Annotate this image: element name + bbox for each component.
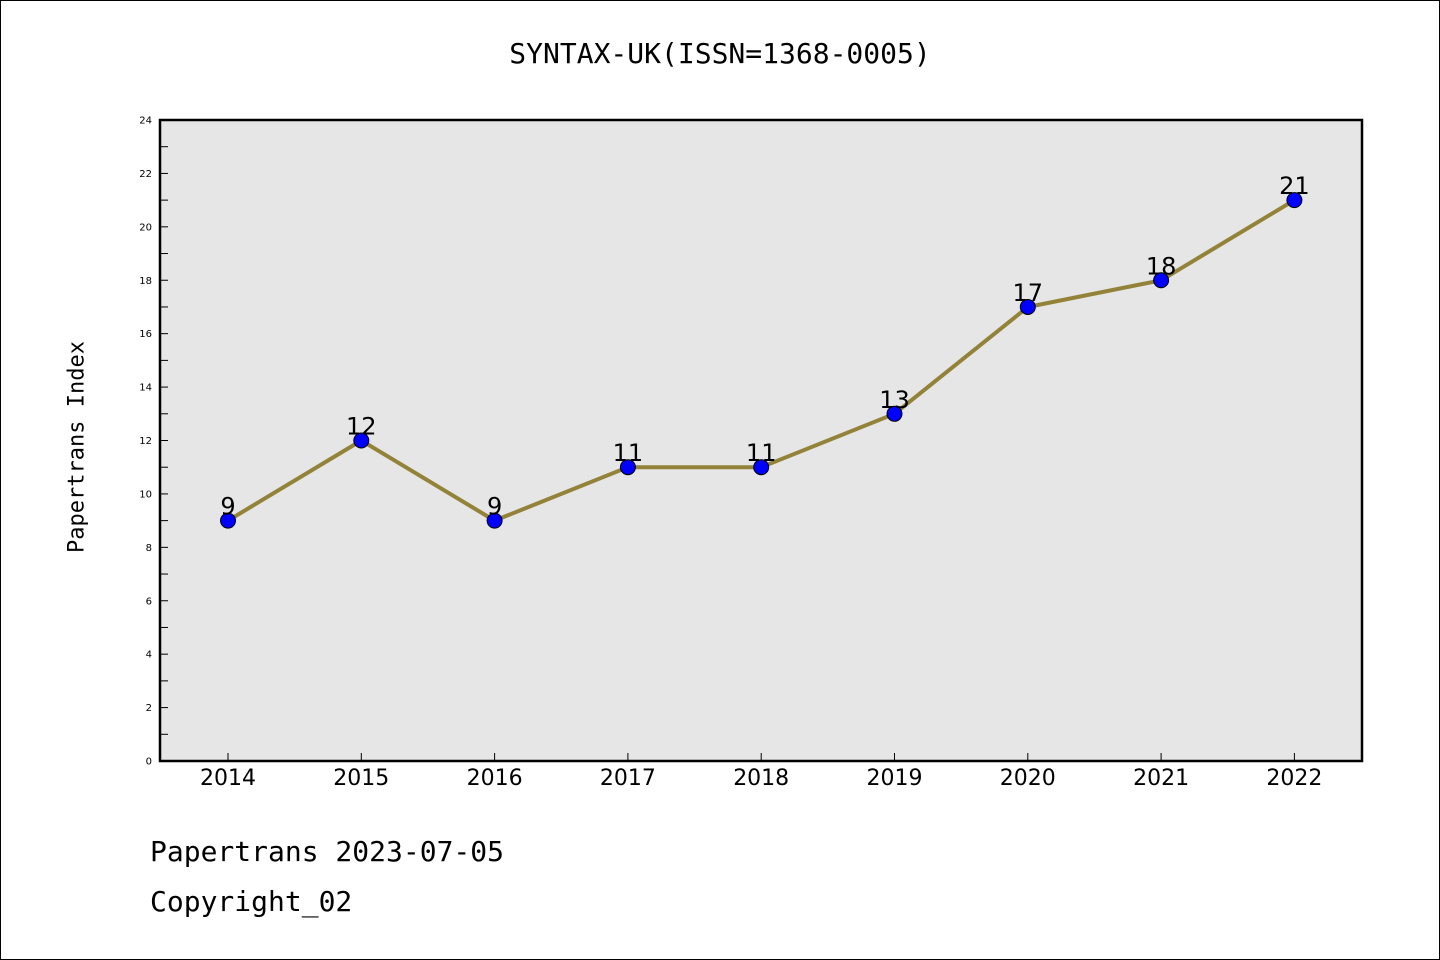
y-tick-label: 12 <box>139 436 152 447</box>
footer-date-text: Papertrans 2023-07-05 <box>150 835 505 868</box>
x-tick-label: 2022 <box>1266 766 1322 791</box>
data-label: 13 <box>879 386 910 414</box>
y-tick-label: 18 <box>139 276 152 287</box>
y-tick-label: 2 <box>146 703 152 714</box>
data-label: 11 <box>746 439 777 467</box>
y-tick-label: 24 <box>139 116 152 127</box>
data-point-marker <box>1019 298 1036 315</box>
data-point-marker <box>619 459 636 476</box>
x-tick-label: 2014 <box>200 766 256 791</box>
data-point-marker <box>486 512 503 529</box>
data-point-marker <box>1153 272 1170 289</box>
data-point-marker <box>753 459 770 476</box>
data-point-marker <box>886 405 903 422</box>
chart-title: SYNTAX-UK(ISSN=1368-0005) <box>509 37 931 70</box>
y-tick-label: 0 <box>146 757 152 768</box>
x-axis-ticks: 2014 2015 2016 2017 2018 2019 2020 2021 2022 <box>200 753 1322 791</box>
x-tick-label: 2018 <box>733 766 789 791</box>
series-markers <box>220 192 1303 529</box>
data-point-marker <box>353 432 370 449</box>
x-tick-label: 2015 <box>333 766 389 791</box>
x-tick-label: 2021 <box>1133 766 1189 791</box>
y-tick-label: 20 <box>139 222 152 233</box>
data-label: 21 <box>1279 172 1310 200</box>
data-label: 17 <box>1013 279 1044 307</box>
data-label: 11 <box>613 439 644 467</box>
x-tick-label: 2019 <box>867 766 923 791</box>
y-tick-label: 16 <box>139 329 152 340</box>
x-tick-label: 2016 <box>467 766 523 791</box>
y-tick-label: 4 <box>146 650 152 661</box>
y-tick-label: 6 <box>146 596 152 607</box>
data-label: 12 <box>346 413 377 441</box>
data-labels: 9 12 9 11 11 13 17 18 21 <box>220 172 1309 521</box>
data-label: 9 <box>487 493 502 521</box>
data-point-marker <box>1286 192 1303 209</box>
y-tick-label: 14 <box>139 383 152 394</box>
x-tick-label: 2017 <box>600 766 656 791</box>
data-point-marker <box>220 512 236 529</box>
y-tick-label: 8 <box>146 543 152 554</box>
x-tick-label: 2020 <box>1000 766 1056 791</box>
footer-copyright-text: Copyright_02 <box>150 885 353 918</box>
data-label: 18 <box>1146 252 1177 280</box>
y-tick-label: 10 <box>139 489 152 500</box>
y-tick-label: 22 <box>139 169 152 180</box>
data-label: 9 <box>220 493 235 521</box>
